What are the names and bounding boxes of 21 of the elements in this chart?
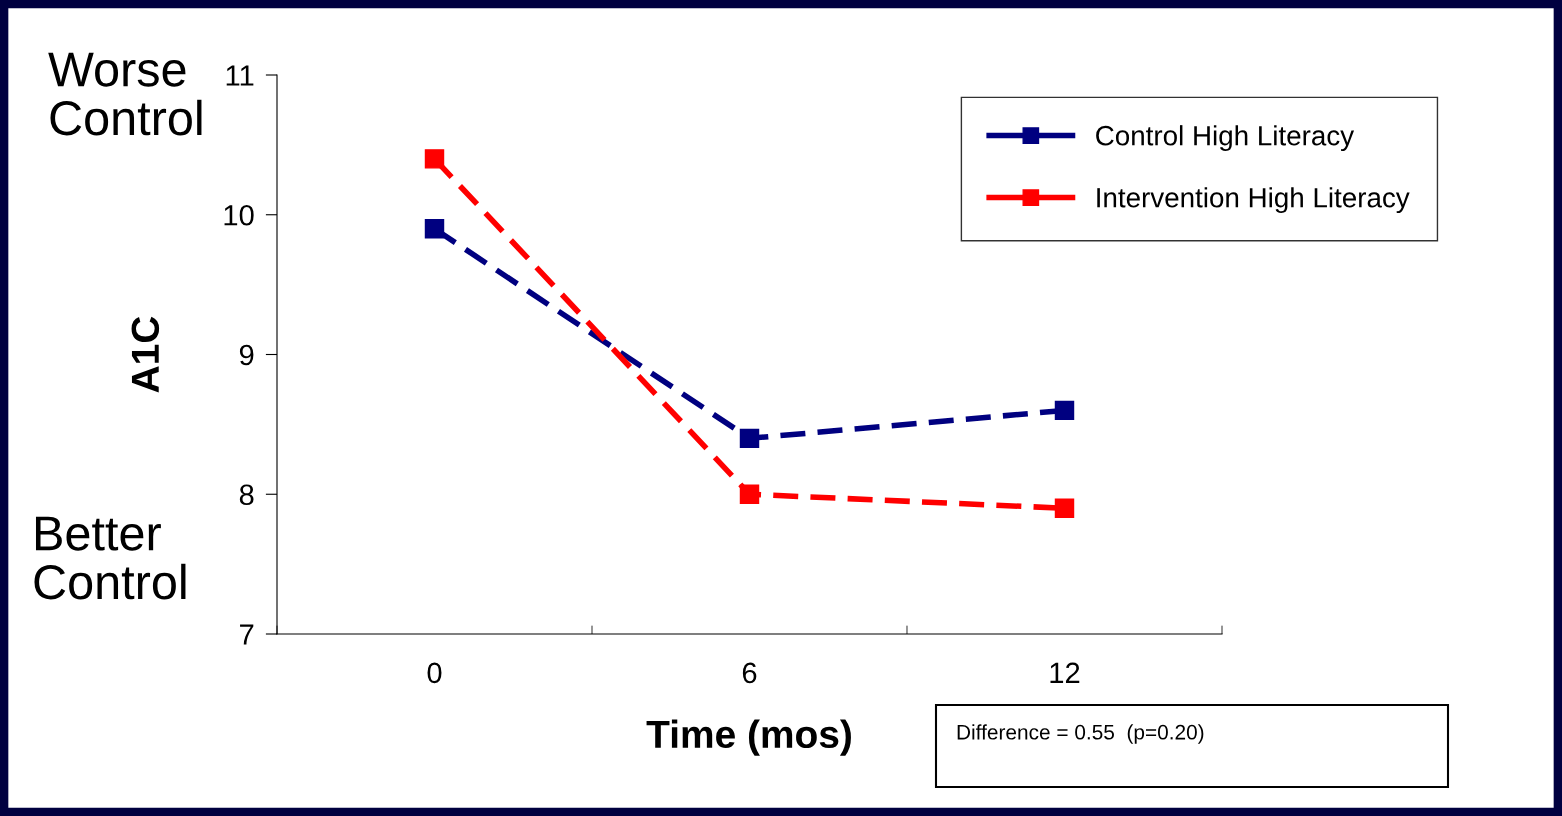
x-tick-label: 0 <box>427 662 442 684</box>
y-axis-title: A1C <box>131 316 160 393</box>
legend-label: Intervention High Literacy <box>1097 187 1410 214</box>
point <box>739 428 760 449</box>
y-tick-label: 7 <box>240 624 254 645</box>
point <box>424 219 445 239</box>
point <box>1054 498 1075 518</box>
y-tick-label: 8 <box>239 484 254 506</box>
point <box>424 149 445 169</box>
text: Difference = 0.55 (p=0.20) <box>957 724 1204 744</box>
x-axis-title: Time (mos) <box>646 719 851 756</box>
point <box>1054 400 1075 421</box>
y-tick-label: 9 <box>239 344 254 366</box>
point <box>739 484 760 504</box>
x-tick-label: 12 <box>1050 662 1080 683</box>
legend-label: Control High Literacy <box>1096 125 1355 152</box>
y-tick-label: 11 <box>226 65 254 86</box>
x-tick-label: 6 <box>742 662 757 684</box>
y-tick-label: 10 <box>224 204 254 226</box>
text: Better Control <box>34 516 186 600</box>
text: Worse Control <box>48 52 202 136</box>
